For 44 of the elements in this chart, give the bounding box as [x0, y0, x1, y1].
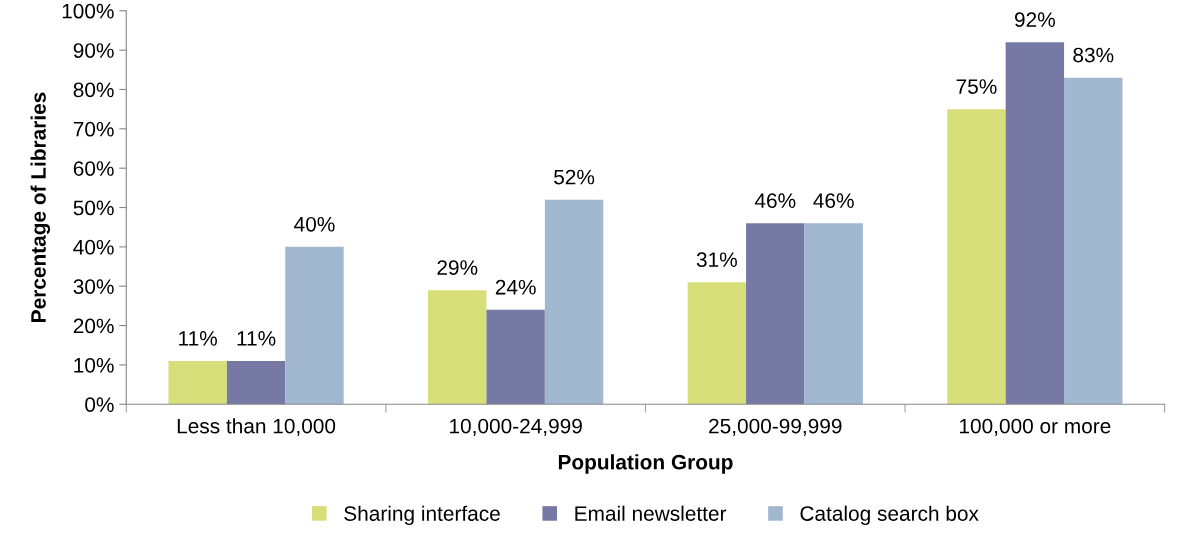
- x-tick-label: 100,000 or more: [960, 418, 1111, 436]
- legend-label: Catalog search box: [800, 505, 979, 526]
- y-tick-label: 10%: [74, 357, 114, 373]
- data-label: 11%: [179, 331, 217, 346]
- y-tick-label: 100%: [62, 3, 114, 19]
- data-label: 40%: [294, 216, 335, 232]
- bar: [947, 109, 1006, 405]
- data-label: 83%: [1073, 47, 1114, 63]
- bar: [804, 223, 863, 405]
- x-tick-label: Less than 10,000: [177, 418, 336, 436]
- bar: [544, 199, 604, 405]
- y-axis-title: Percentage of Libraries: [30, 92, 51, 322]
- bar: [1005, 42, 1065, 405]
- bar: [1064, 77, 1123, 405]
- data-label: 46%: [754, 193, 796, 209]
- y-tick-label: 40%: [73, 239, 114, 255]
- bar: [226, 360, 286, 405]
- bar: [428, 290, 487, 405]
- bar: [285, 246, 344, 405]
- y-tick-label: 30%: [73, 279, 114, 294]
- bar: [746, 223, 805, 405]
- data-label: 29%: [437, 260, 478, 275]
- bar: [687, 282, 747, 405]
- legend-label: Sharing interface: [344, 505, 500, 526]
- bar: [168, 360, 227, 405]
- data-label: 52%: [554, 169, 595, 185]
- data-label: 24%: [495, 279, 536, 295]
- y-tick-label: 80%: [73, 82, 114, 98]
- data-label: 46%: [813, 193, 854, 209]
- y-tick-label: 70%: [73, 121, 114, 137]
- y-tick-label: 0%: [85, 397, 114, 412]
- y-tick-label: 60%: [73, 161, 114, 176]
- legend-label: Email newsletter: [575, 505, 727, 521]
- bar: [486, 309, 545, 405]
- y-tick-label: 20%: [73, 318, 114, 334]
- data-label: 31%: [696, 252, 737, 268]
- data-label: 75%: [956, 79, 997, 94]
- x-axis-title: Population Group: [558, 454, 733, 474]
- data-label: 11%: [237, 331, 276, 346]
- data-label: 92%: [1014, 12, 1055, 28]
- y-tick-label: 50%: [73, 200, 114, 216]
- x-tick-label: 25,000-99,999: [709, 418, 842, 436]
- x-tick-label: 10,000-24,999: [450, 418, 582, 436]
- y-tick-label: 90%: [73, 43, 114, 58]
